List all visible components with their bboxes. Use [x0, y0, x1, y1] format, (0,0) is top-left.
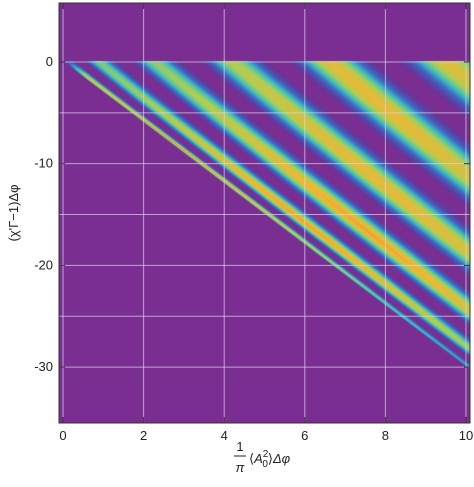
x-label-numerator: 1	[236, 439, 243, 454]
x-label-bracket-close: ⟩	[268, 451, 273, 466]
x-tick-label: 8	[382, 428, 389, 443]
y-tick-label: 0	[46, 54, 53, 69]
y-tick-label: -10	[34, 156, 53, 171]
x-label-denominator: π	[236, 460, 245, 475]
x-axis-label: 1 π ⟨A2 0⟩Δφ	[234, 439, 291, 475]
grid-lines	[59, 3, 470, 423]
y-axis-ticks	[59, 61, 470, 368]
x-label-bracket-open: ⟨	[249, 451, 254, 466]
plot-frame	[58, 2, 471, 424]
y-tick-label: -20	[34, 257, 53, 272]
x-tick-label: 10	[459, 428, 473, 443]
x-label-subscript: 0	[262, 459, 268, 470]
x-tick-label: 0	[59, 428, 66, 443]
x-label-expression: ⟨A2 0⟩Δφ	[249, 449, 291, 470]
x-tick-label: 4	[221, 428, 228, 443]
y-axis-label: (χ'Γ−1)Δφ	[6, 184, 21, 241]
x-tick-label: 6	[301, 428, 308, 443]
x-tick-label: 2	[140, 428, 147, 443]
y-axis-tick-labels: 0 -10 -20 -30	[34, 54, 53, 374]
plot-area	[58, 2, 471, 424]
x-axis-tick-labels: 0 2 4 6 8 10	[59, 428, 473, 443]
heatmap-field	[59, 3, 470, 423]
x-label-symbol: A	[253, 451, 263, 466]
x-axis-ticks	[62, 3, 467, 423]
x-label-suffix: Δφ	[272, 451, 291, 466]
x-label-superscript: 2	[263, 449, 269, 460]
y-tick-label: -30	[34, 359, 53, 374]
